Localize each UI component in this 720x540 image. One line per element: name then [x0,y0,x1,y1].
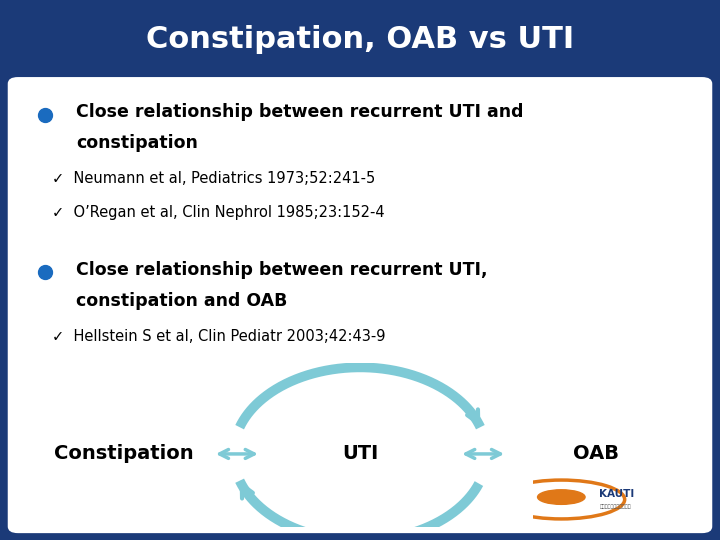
Circle shape [538,490,585,504]
Text: constipation and OAB: constipation and OAB [76,292,287,309]
Text: constipation: constipation [76,134,198,152]
Text: Constipation, OAB vs UTI: Constipation, OAB vs UTI [146,25,574,53]
Text: KAUTI: KAUTI [599,489,634,498]
Text: UTI: UTI [342,444,378,463]
FancyBboxPatch shape [8,77,712,533]
Text: Constipation: Constipation [54,444,194,463]
Text: Close relationship between recurrent UTI and: Close relationship between recurrent UTI… [76,104,523,122]
Text: ✓  Neumann et al, Pediatrics 1973;52:241-5: ✓ Neumann et al, Pediatrics 1973;52:241-… [53,171,375,186]
Text: ✓  O’Regan et al, Clin Nephrol 1985;23:152-4: ✓ O’Regan et al, Clin Nephrol 1985;23:15… [53,205,384,220]
Text: Close relationship between recurrent UTI,: Close relationship between recurrent UTI… [76,261,487,279]
Text: ✓  Hellstein S et al, Clin Pediatr 2003;42:43-9: ✓ Hellstein S et al, Clin Pediatr 2003;4… [53,329,386,343]
Text: 대한요로생식기감염학회: 대한요로생식기감염학회 [599,504,631,509]
Text: OAB: OAB [573,444,619,463]
